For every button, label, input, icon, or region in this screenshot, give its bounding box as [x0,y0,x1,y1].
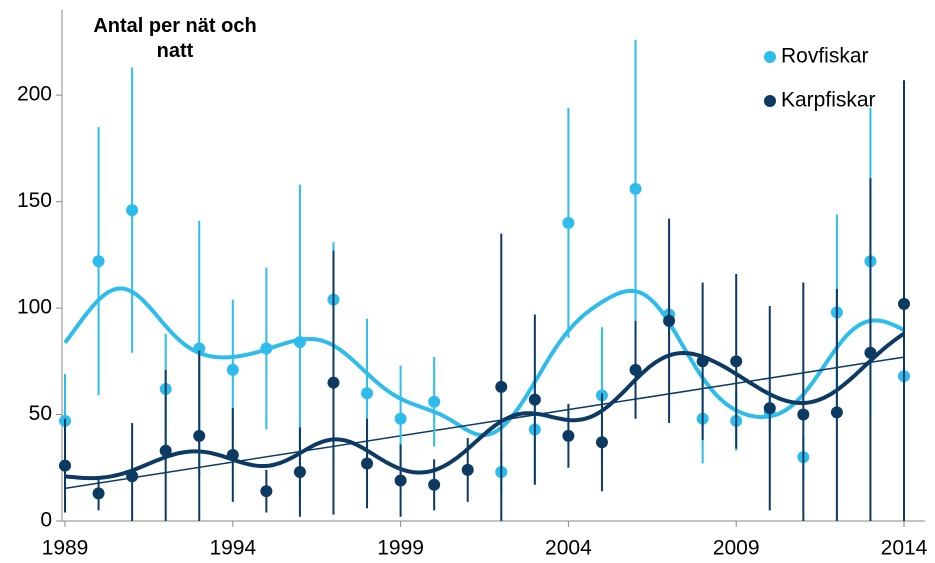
x-tick-label: 2004 [545,537,592,560]
data-point [595,436,608,449]
trend-line [64,356,905,490]
y-tick-label: 150 [17,189,52,212]
data-point [864,346,877,359]
data-point [293,336,306,349]
data-point [629,363,642,376]
data-point [394,412,407,425]
x-tick-label: 2014 [881,537,928,560]
data-point [730,355,743,368]
y-axis-title: Antal per nät och natt [93,15,257,62]
data-point [226,363,239,376]
data-point [629,182,642,195]
data-point [92,255,105,268]
data-point [193,342,206,355]
y-tick-label: 200 [17,83,52,106]
data-point [797,408,810,421]
data-point [562,429,575,442]
data-point [830,406,843,419]
data-point [126,470,139,483]
smooth-curve [63,286,905,438]
data-point [696,355,709,368]
data-point [361,457,374,470]
legend-marker [764,95,776,107]
data-point [898,297,910,310]
data-point [260,485,273,498]
data-point [293,466,306,479]
y-tick-label: 50 [29,402,52,425]
data-point [226,448,239,461]
y-tick-label: 100 [17,296,52,319]
data-point [260,342,273,355]
data-point [763,402,776,415]
data-point [663,314,676,327]
x-tick-label: 1994 [209,537,256,560]
data-point [528,393,541,406]
data-point [59,459,71,472]
data-point [126,204,139,217]
legend-marker [764,51,776,63]
data-point [327,376,340,389]
data-point [193,429,206,442]
data-point [495,380,508,393]
y-tick-label: 0 [40,509,52,532]
x-tick-label: 2009 [713,537,760,560]
data-point [461,463,474,476]
data-point [361,387,374,400]
x-tick-label: 1999 [377,537,424,560]
x-tick-label: 1989 [42,537,89,560]
legend-label: Rovfiskar [781,45,869,68]
data-point [92,487,105,500]
data-point [428,478,441,491]
data-point [562,216,575,229]
legend-label: Karpfiskar [781,89,876,112]
smooth-curve [64,331,906,481]
data-point [394,474,407,487]
data-point [159,444,172,457]
data-point [428,395,441,408]
